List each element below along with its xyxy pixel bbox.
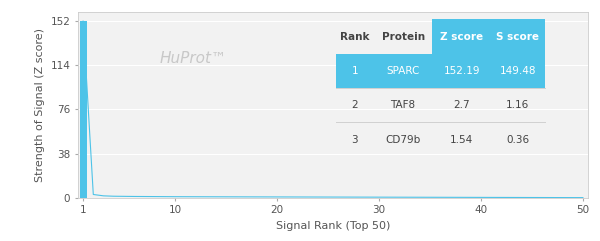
Text: Rank: Rank bbox=[340, 32, 370, 42]
Text: 0.36: 0.36 bbox=[506, 135, 529, 145]
Y-axis label: Strength of Signal (Z score): Strength of Signal (Z score) bbox=[35, 28, 45, 182]
Text: CD79b: CD79b bbox=[386, 135, 421, 145]
Bar bbox=[80, 21, 86, 198]
Text: SPARC: SPARC bbox=[386, 66, 420, 76]
Bar bbox=[491, 20, 545, 54]
Text: 2.7: 2.7 bbox=[454, 100, 470, 110]
Bar bbox=[335, 88, 374, 122]
Bar bbox=[433, 54, 491, 88]
Text: HuProt™: HuProt™ bbox=[160, 51, 227, 66]
Bar bbox=[374, 54, 433, 88]
Bar bbox=[491, 88, 545, 122]
Text: 1.16: 1.16 bbox=[506, 100, 530, 110]
Bar bbox=[433, 20, 491, 54]
Text: 149.48: 149.48 bbox=[500, 66, 536, 76]
Text: 1.54: 1.54 bbox=[450, 135, 473, 145]
X-axis label: Signal Rank (Top 50): Signal Rank (Top 50) bbox=[276, 221, 390, 231]
Bar bbox=[335, 122, 374, 157]
Text: Z score: Z score bbox=[440, 32, 484, 42]
Text: TAF8: TAF8 bbox=[391, 100, 416, 110]
Bar bbox=[433, 88, 491, 122]
Text: 2: 2 bbox=[352, 100, 358, 110]
Text: Protein: Protein bbox=[382, 32, 425, 42]
Bar bbox=[374, 122, 433, 157]
Bar bbox=[491, 54, 545, 88]
Bar bbox=[374, 20, 433, 54]
Bar bbox=[374, 88, 433, 122]
Text: 3: 3 bbox=[352, 135, 358, 145]
Bar bbox=[491, 122, 545, 157]
Bar bbox=[335, 20, 374, 54]
Bar bbox=[433, 122, 491, 157]
Text: 1: 1 bbox=[352, 66, 358, 76]
Bar bbox=[335, 54, 374, 88]
Text: S score: S score bbox=[496, 32, 539, 42]
Text: 152.19: 152.19 bbox=[443, 66, 480, 76]
